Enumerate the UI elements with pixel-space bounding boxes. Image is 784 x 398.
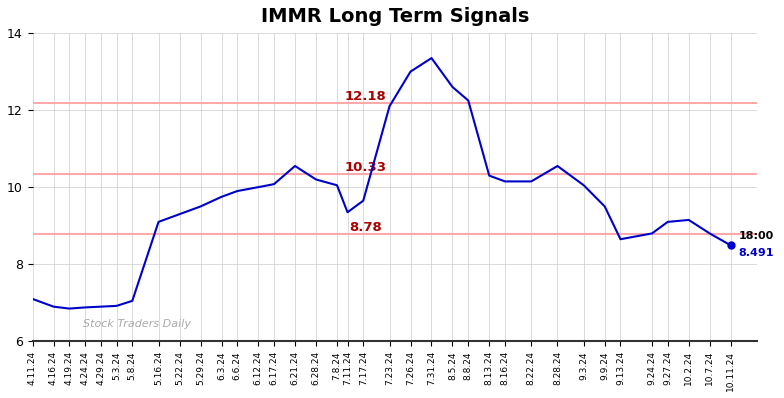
Text: 8.78: 8.78 [350, 221, 382, 234]
Title: IMMR Long Term Signals: IMMR Long Term Signals [260, 7, 529, 26]
Text: 8.491: 8.491 [739, 248, 774, 258]
Text: Stock Traders Daily: Stock Traders Daily [83, 319, 191, 329]
Text: 10.33: 10.33 [345, 162, 387, 174]
Text: 12.18: 12.18 [345, 90, 387, 103]
Text: 18:00: 18:00 [739, 231, 774, 241]
